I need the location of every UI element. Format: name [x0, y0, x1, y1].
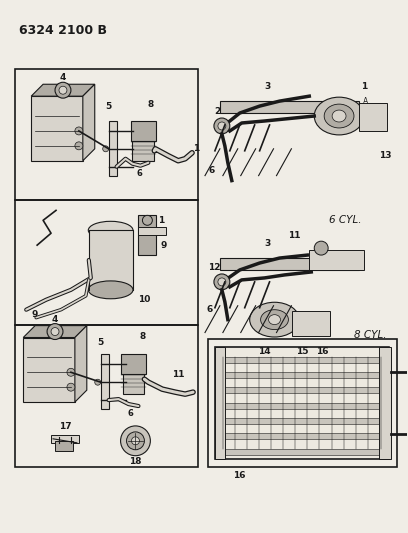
Bar: [131, 121, 156, 141]
Text: 1: 1: [361, 82, 367, 91]
Text: 4: 4: [52, 314, 58, 324]
Ellipse shape: [268, 314, 280, 325]
Bar: [15, 69, 198, 200]
Text: 2: 2: [214, 107, 220, 116]
Circle shape: [142, 215, 152, 225]
Text: 8: 8: [147, 100, 153, 109]
Ellipse shape: [314, 97, 364, 135]
Text: 8 CYL.: 8 CYL.: [354, 329, 386, 340]
Bar: [223, 387, 381, 393]
Text: 9: 9: [31, 310, 38, 319]
Ellipse shape: [250, 302, 299, 337]
Circle shape: [103, 146, 109, 152]
Ellipse shape: [332, 110, 346, 122]
Circle shape: [218, 122, 226, 130]
Circle shape: [47, 324, 63, 340]
Circle shape: [67, 383, 75, 391]
Polygon shape: [23, 326, 87, 337]
Text: 1: 1: [193, 144, 200, 154]
Bar: [215, 348, 389, 459]
Ellipse shape: [261, 310, 288, 329]
Text: 14: 14: [258, 348, 271, 357]
Bar: [220, 101, 359, 113]
Bar: [122, 365, 144, 394]
Bar: [309, 250, 364, 270]
Text: 5: 5: [98, 338, 104, 348]
Circle shape: [51, 328, 59, 336]
Bar: [133, 131, 154, 161]
Bar: [138, 215, 156, 255]
Text: 6 CYL.: 6 CYL.: [329, 215, 361, 225]
Text: 9: 9: [160, 240, 167, 249]
Circle shape: [314, 241, 328, 255]
Ellipse shape: [88, 221, 133, 239]
Ellipse shape: [88, 281, 133, 299]
Text: 15: 15: [296, 348, 308, 357]
Polygon shape: [31, 84, 95, 96]
Circle shape: [67, 368, 75, 376]
Bar: [15, 200, 198, 325]
Circle shape: [214, 274, 230, 290]
Text: 6: 6: [128, 409, 133, 418]
Circle shape: [75, 142, 83, 150]
Bar: [223, 403, 381, 409]
Bar: [215, 348, 225, 459]
Circle shape: [59, 86, 67, 94]
Bar: [138, 227, 166, 235]
Bar: [121, 354, 146, 374]
Text: 12: 12: [208, 263, 220, 272]
Bar: [55, 441, 73, 451]
Bar: [223, 449, 381, 455]
Circle shape: [218, 278, 226, 286]
Circle shape: [75, 127, 83, 135]
Text: 6: 6: [207, 305, 213, 314]
Polygon shape: [75, 326, 87, 402]
Polygon shape: [83, 84, 95, 161]
Bar: [223, 418, 381, 424]
Circle shape: [214, 118, 230, 134]
Circle shape: [126, 432, 144, 450]
Circle shape: [95, 379, 101, 385]
Text: 17: 17: [59, 422, 71, 431]
Circle shape: [131, 437, 140, 445]
Bar: [15, 325, 198, 466]
Bar: [223, 372, 381, 378]
Bar: [223, 433, 381, 439]
Bar: [359, 103, 387, 131]
Circle shape: [121, 426, 151, 456]
Bar: [379, 348, 391, 459]
Bar: [109, 121, 117, 175]
Text: 5: 5: [106, 102, 112, 111]
Text: 4: 4: [60, 73, 66, 82]
Bar: [101, 354, 109, 409]
Bar: [31, 96, 83, 161]
Text: 1: 1: [158, 216, 164, 225]
Text: 16: 16: [316, 348, 328, 357]
Bar: [220, 258, 359, 270]
Text: 6324 2100 B: 6324 2100 B: [19, 23, 107, 37]
Text: 3: 3: [264, 82, 271, 91]
Text: 16: 16: [233, 471, 246, 480]
Bar: [223, 358, 381, 364]
Text: 13: 13: [379, 151, 391, 160]
Text: 3: 3: [264, 239, 271, 248]
Text: 11: 11: [172, 370, 184, 379]
Text: 11: 11: [288, 231, 301, 240]
Text: 10: 10: [138, 295, 151, 304]
Bar: [293, 311, 330, 336]
Bar: [89, 230, 133, 290]
Text: 8: 8: [139, 333, 146, 342]
Bar: [51, 435, 79, 443]
Text: 18: 18: [129, 457, 142, 466]
Text: A: A: [363, 96, 368, 106]
Circle shape: [55, 82, 71, 98]
Text: 6: 6: [137, 168, 142, 177]
Bar: [208, 340, 397, 466]
Text: 6: 6: [208, 166, 215, 175]
Bar: [23, 337, 75, 402]
Ellipse shape: [324, 104, 354, 128]
